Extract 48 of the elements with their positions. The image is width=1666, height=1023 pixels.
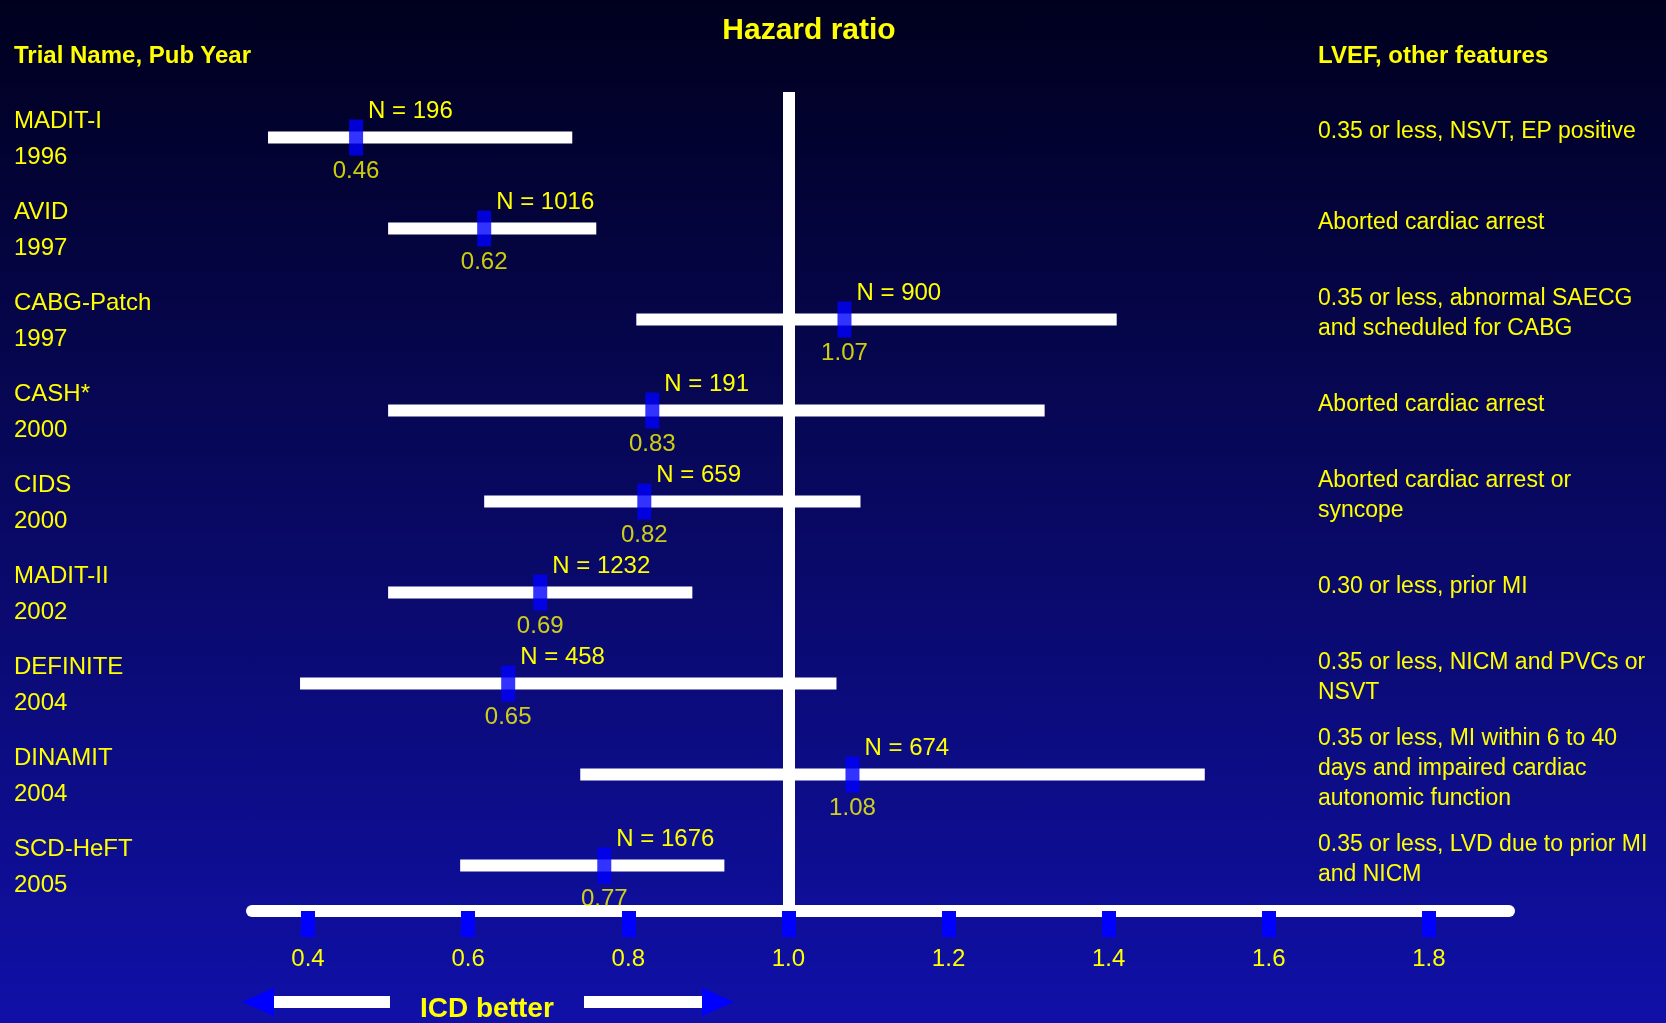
annotation: 0.35 or less, LVD due to prior MI and NICM <box>1318 829 1654 886</box>
x-tick-label: 1.0 <box>771 943 806 971</box>
annotation: N = 1676 <box>616 824 715 851</box>
x-tick-label: 1.2 <box>931 943 966 971</box>
y-tick-label: DEFINITE 2004 <box>14 652 124 715</box>
y-tick-label: CIDS 2000 <box>14 470 72 533</box>
y-tick-label: SCD-HeFT 2005 <box>14 834 133 897</box>
y-tick-label: MADIT-II 2002 <box>14 561 109 624</box>
x-tick-label: 1.8 <box>1412 943 1446 971</box>
y-axis-title: Trial Name, Pub Year <box>14 40 252 68</box>
annotation: N = 900 <box>856 278 942 305</box>
data-label: 0.46 <box>332 156 380 183</box>
annotation: 0.35 or less, NSVT, EP positive <box>1318 116 1636 143</box>
x-tick-label: 0.4 <box>291 943 325 971</box>
annotation: N = 458 <box>520 642 605 669</box>
annotation: 0.35 or less, MI within 6 to 40 days and impaired cardiac autonomic function <box>1318 723 1624 810</box>
x-tick-label: 0.6 <box>451 943 485 971</box>
annotation: N = 196 <box>368 96 453 123</box>
x-tick-label: 1.6 <box>1252 943 1286 971</box>
y-tick-label: MADIT-I 1996 <box>14 106 102 169</box>
annotation: N = 191 <box>664 369 750 396</box>
data-label: 0.65 <box>484 702 532 729</box>
annotation: Aborted cardiac arrest <box>1318 207 1545 234</box>
data-label: 0.62 <box>460 247 508 274</box>
y-tick-label: DINAMIT 2004 <box>14 743 113 806</box>
data-label: 1.08 <box>829 793 876 820</box>
data-label: 0.77 <box>580 884 628 911</box>
chart-title: Hazard ratio <box>722 11 896 45</box>
x-axis-title: ICD better <box>420 991 554 1023</box>
data-label: 1.07 <box>821 338 868 365</box>
annotation: N = 1016 <box>496 187 595 214</box>
data-label: 0.69 <box>516 611 564 638</box>
annotation: N = 674 <box>864 733 950 760</box>
y-tick-label: CASH* 2000 <box>14 379 91 442</box>
annotation: 0.35 or less, NICM and PVCs or NSVT <box>1318 647 1652 704</box>
annotation: Aborted cardiac arrest <box>1318 389 1545 416</box>
data-label: 0.82 <box>620 520 668 547</box>
annotation: N = 1232 <box>552 551 651 578</box>
annotation: 0.30 or less, prior MI <box>1318 571 1528 598</box>
y-tick-label: CABG-Patch 1997 <box>14 288 152 351</box>
annotation: Aborted cardiac arrest or syncope <box>1318 465 1578 522</box>
y2-axis-title: LVEF, other features <box>1318 40 1549 68</box>
x-tick-label: 0.8 <box>611 943 645 971</box>
annotation: N = 659 <box>656 460 742 487</box>
y-tick-label: AVID 1997 <box>14 197 69 260</box>
x-tick-label: 1.4 <box>1091 943 1126 971</box>
annotation: 0.35 or less, abnormal SAECG and scheduled for CABG <box>1318 283 1639 340</box>
data-label: 0.83 <box>628 429 676 456</box>
